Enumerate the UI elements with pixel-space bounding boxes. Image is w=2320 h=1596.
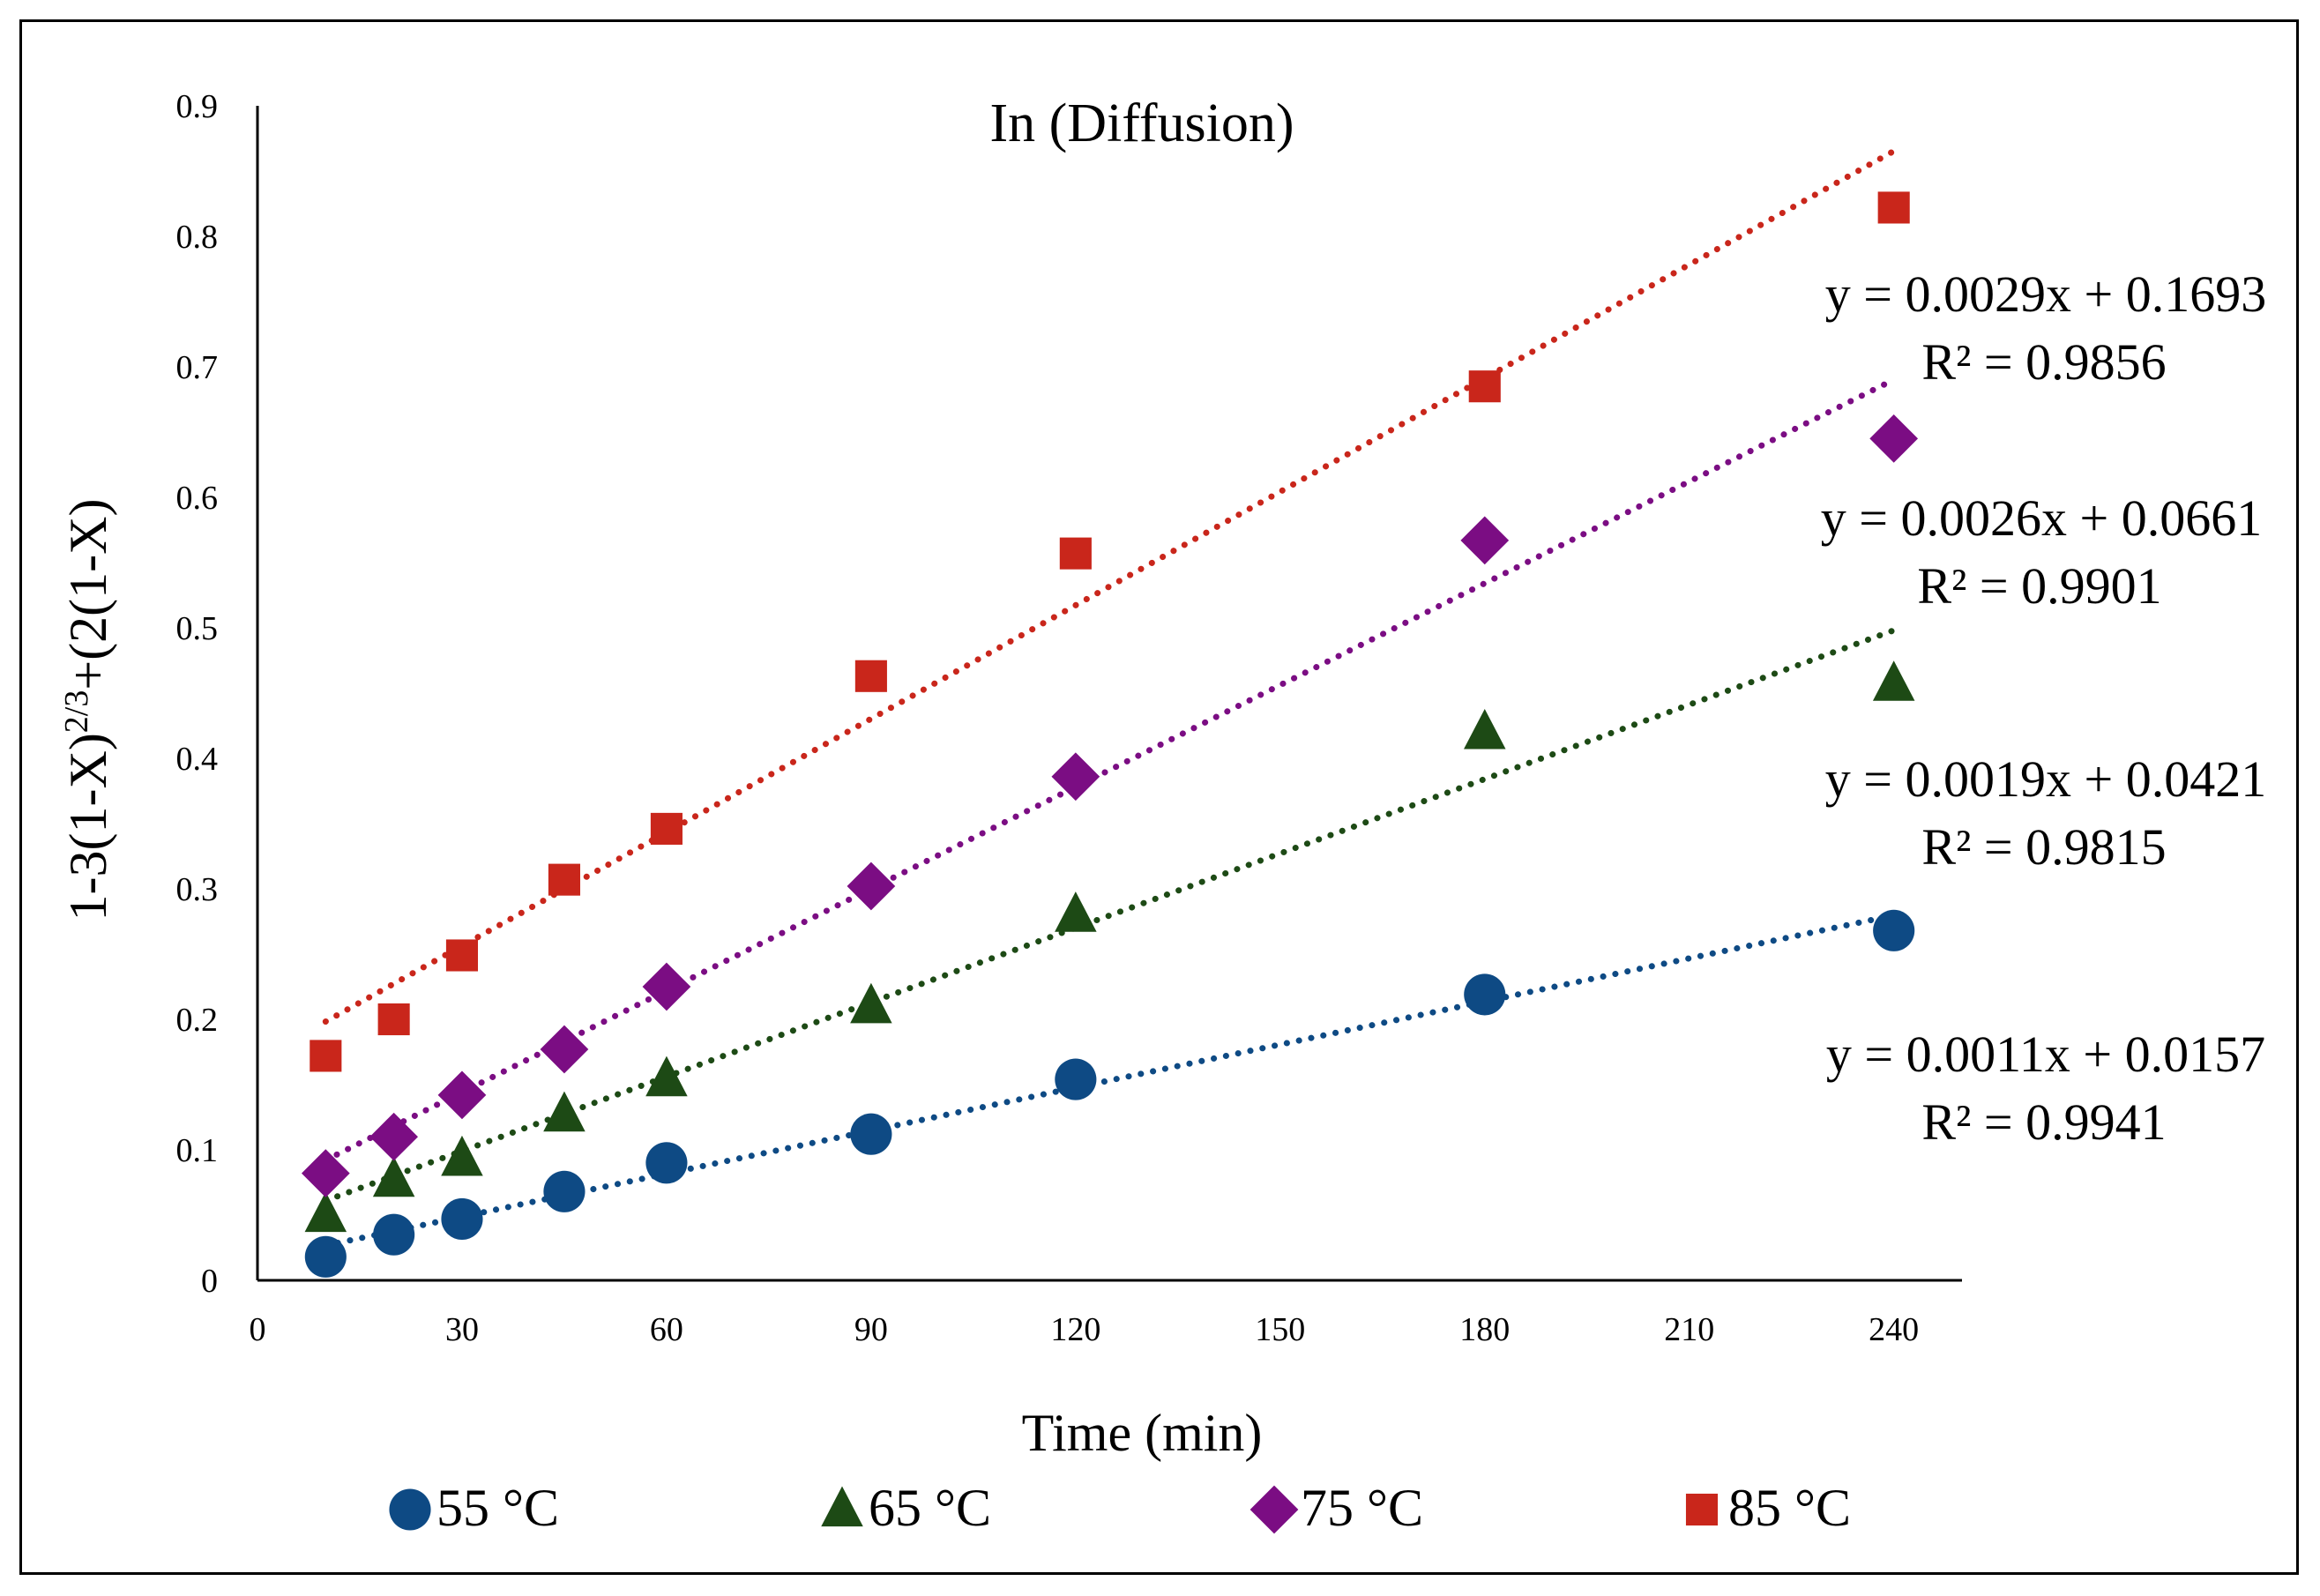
data-point <box>854 660 887 692</box>
x-tick-label: 210 <box>1664 1311 1714 1348</box>
data-point <box>441 1135 483 1176</box>
data-point <box>1059 537 1092 570</box>
x-tick-label: 180 <box>1459 1311 1510 1348</box>
data-point <box>437 1070 487 1120</box>
legend: 55 °C 65 °C 75 °C 85 °C <box>389 1479 1851 1537</box>
legend-item: 55 °C <box>389 1479 559 1537</box>
legend-label: 65 °C <box>869 1479 991 1537</box>
data-point <box>548 863 580 896</box>
data-points-layer <box>301 191 1919 1278</box>
y-tick-label: 0.6 <box>176 480 219 517</box>
data-point <box>1877 191 1910 224</box>
data-point <box>645 1055 688 1097</box>
data-point <box>304 1191 347 1233</box>
x-tick-label: 30 <box>445 1311 479 1348</box>
data-point <box>543 1170 586 1212</box>
data-point <box>1460 516 1510 565</box>
data-point <box>445 939 479 972</box>
trendlines-layer <box>322 147 1898 1249</box>
legend-marker <box>389 1488 431 1531</box>
data-point <box>650 812 683 845</box>
y-tick-label: 0.9 <box>176 88 219 125</box>
trendline-r2: R² = 0.9901 <box>1917 557 2161 615</box>
legend-item: 65 °C <box>821 1479 991 1537</box>
x-tick-label: 120 <box>1050 1311 1100 1348</box>
data-point <box>850 982 892 1024</box>
x-tick-label: 240 <box>1869 1311 1919 1348</box>
data-point <box>369 1112 418 1161</box>
tick-labels-layer: 0 0.1 0.2 0.3 0.4 0.5 0.6 0.7 0.8 0.9 0 30 60 90 120 15… <box>176 88 1920 1348</box>
data-point <box>301 1149 350 1197</box>
x-tick-label: 60 <box>650 1311 683 1348</box>
data-point <box>1873 909 1915 951</box>
trendline-equation: y = 0.0019x + 0.0421 <box>1825 750 2266 808</box>
legend-marker <box>821 1486 863 1527</box>
data-point <box>642 962 691 1011</box>
data-point <box>310 1040 342 1072</box>
y-axis-title-base: 1-3(1-X) <box>59 733 117 921</box>
y-axis-title-tail: +(2(1-X) <box>59 499 117 690</box>
trendline-r2: R² = 0.9941 <box>1921 1093 2166 1151</box>
x-tick-label: 90 <box>854 1311 888 1348</box>
legend-label: 55 °C <box>436 1479 559 1537</box>
y-axis-title: 1-3(1-X)2/3+(2(1-X) <box>58 499 117 921</box>
y-tick-label: 0 <box>201 1263 218 1300</box>
legend-item: 85 °C <box>1685 1479 1851 1537</box>
data-point <box>372 1156 415 1197</box>
trendline-r2: R² = 0.9856 <box>1921 333 2166 391</box>
data-point <box>847 861 896 911</box>
y-tick-label: 0.3 <box>176 871 219 908</box>
data-point <box>304 1235 347 1278</box>
legend-marker <box>1250 1485 1299 1534</box>
y-tick-label: 0.8 <box>176 219 219 256</box>
y-tick-label: 0.2 <box>176 1002 219 1039</box>
x-tick-label: 150 <box>1255 1311 1305 1348</box>
chart-title: In (Diffusion) <box>990 93 1294 153</box>
y-tick-label: 0.5 <box>176 610 219 647</box>
trendline-equation: y = 0.0026x + 0.0661 <box>1821 489 2262 547</box>
data-point <box>377 1003 410 1036</box>
trendline-equation: y = 0.0011x + 0.0157 <box>1826 1025 2265 1083</box>
data-point <box>1055 1058 1097 1100</box>
legend-label: 75 °C <box>1301 1479 1423 1537</box>
data-point <box>543 1091 586 1132</box>
trendline-r2: R² = 0.9815 <box>1921 818 2166 876</box>
data-point <box>1051 752 1100 802</box>
data-point <box>373 1213 415 1256</box>
legend-label: 85 °C <box>1728 1479 1851 1537</box>
chart-frame: 0 0.1 0.2 0.3 0.4 0.5 0.6 0.7 0.8 0.9 0 30 60 90 120 15… <box>19 19 2299 1575</box>
data-point <box>1464 708 1506 750</box>
data-point <box>1055 891 1097 932</box>
x-tick-label: 0 <box>250 1311 266 1348</box>
y-tick-label: 0.7 <box>176 349 219 386</box>
trendline <box>322 147 1898 1025</box>
legend-marker <box>1685 1493 1719 1526</box>
data-point <box>1468 370 1501 403</box>
y-axis-title-exponent: 2/3 <box>58 690 95 734</box>
y-tick-label: 0.1 <box>176 1132 219 1169</box>
chart-svg: 0 0.1 0.2 0.3 0.4 0.5 0.6 0.7 0.8 0.9 0 30 60 90 120 15… <box>58 88 2266 1537</box>
data-point <box>645 1142 688 1184</box>
y-tick-label: 0.4 <box>176 741 219 778</box>
data-point <box>1464 973 1506 1016</box>
trendline-equation: y = 0.0029x + 0.1693 <box>1825 265 2266 323</box>
legend-item: 75 °C <box>1250 1479 1423 1537</box>
data-point <box>540 1025 589 1074</box>
trendline-equations-layer: y = 0.0011x + 0.0157 R² = 0.9941 y = 0.001… <box>1821 265 2266 1151</box>
data-point <box>1869 414 1919 463</box>
data-point <box>1872 660 1915 701</box>
data-point <box>441 1197 483 1240</box>
x-axis-title: Time (min) <box>1022 1404 1263 1462</box>
trendline <box>322 627 1898 1204</box>
axes-layer <box>256 106 1962 1282</box>
data-point <box>850 1113 892 1155</box>
